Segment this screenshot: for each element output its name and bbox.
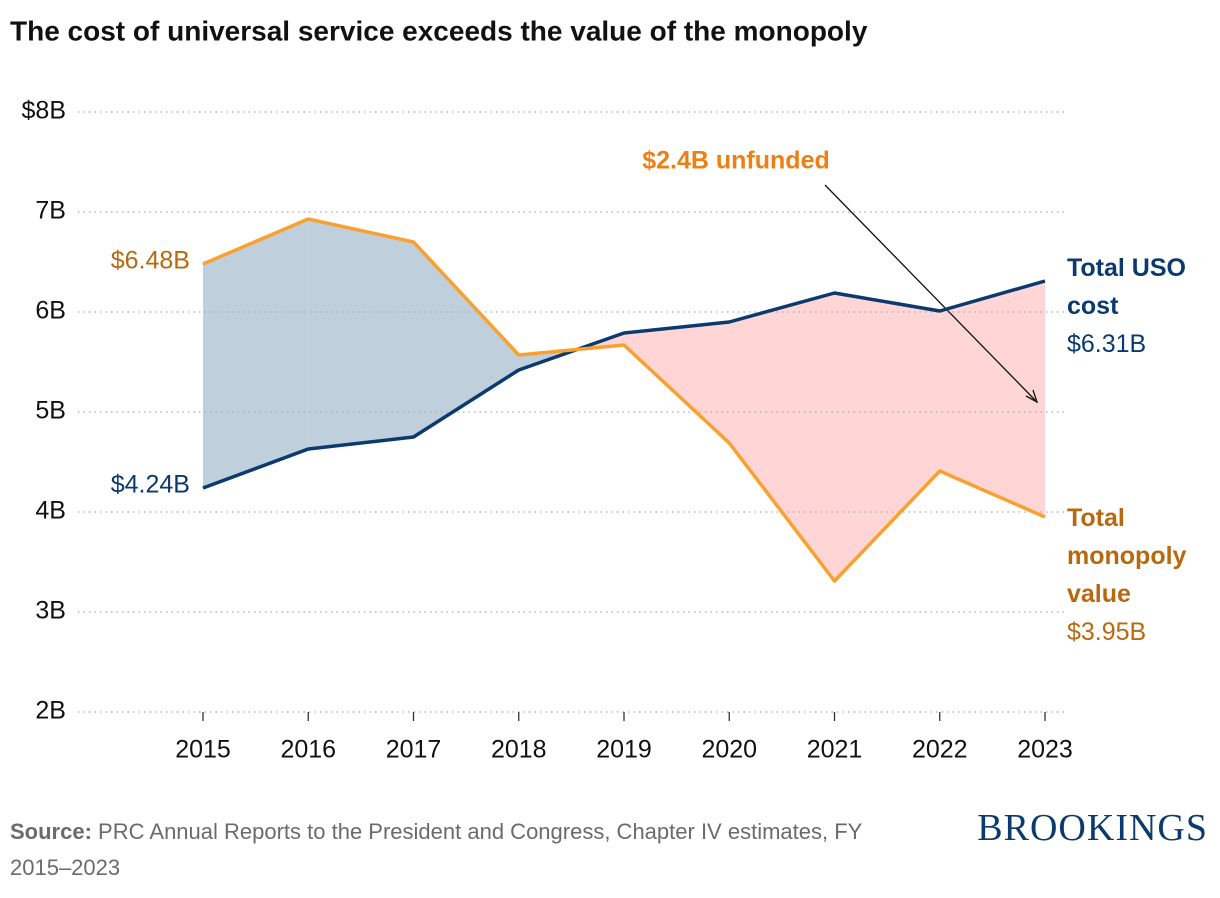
x-tick-label: 2019 <box>596 736 652 764</box>
area-fill <box>939 281 1045 517</box>
y-tick-label: 5B <box>35 397 66 425</box>
chart-title: The cost of universal service exceeds th… <box>10 15 868 46</box>
y-tick-label: 2B <box>35 697 66 725</box>
brand: BROOKINGS <box>977 807 1208 849</box>
area-fill <box>308 219 414 449</box>
start-label: $6.48B <box>111 247 190 275</box>
arrow-head <box>1025 389 1039 404</box>
x-tick-label: 2018 <box>491 736 547 764</box>
series-label: Total monopoly value $3.95B <box>1067 499 1217 651</box>
x-tick-label: 2016 <box>280 736 336 764</box>
line <box>202 279 1046 490</box>
area-fill <box>834 293 940 581</box>
area-fill <box>203 219 309 488</box>
series-label: Total USO cost $6.31B <box>1067 249 1192 363</box>
source-label: Source: <box>10 819 92 844</box>
y-tick-label: 6B <box>35 297 66 325</box>
areas <box>203 219 1045 581</box>
x-tick-label: 2023 <box>1017 736 1073 764</box>
line <box>202 217 1046 583</box>
start-label: $4.24B <box>111 471 190 499</box>
annotation: $2.4B unfunded <box>642 147 830 175</box>
annotation-arrow <box>824 184 1036 401</box>
y-tick-label: 7B <box>35 197 66 225</box>
value-label: $6.31B <box>1067 330 1147 358</box>
source: Source: PRC Annual Reports to the Presid… <box>10 814 900 886</box>
legend-entry: Total monopoly value <box>1067 504 1187 608</box>
area-fill <box>624 322 730 443</box>
area-fill <box>413 242 519 437</box>
legend-entry: Total USO cost <box>1067 254 1186 320</box>
value-label: $3.95B <box>1067 618 1147 646</box>
y-tick-label: $8B <box>22 97 66 125</box>
y-tick-label: 4B <box>35 497 66 525</box>
x-tick-label: 2015 <box>175 736 231 764</box>
x-tick-label: 2017 <box>386 736 442 764</box>
area-fill <box>729 293 835 581</box>
y-tick-label: 3B <box>35 597 66 625</box>
x-tick-label: 2021 <box>807 736 863 764</box>
source-text: PRC Annual Reports to the President and … <box>10 819 862 880</box>
x-tick-label: 2022 <box>912 736 968 764</box>
x-tick-label: 2020 <box>701 736 757 764</box>
